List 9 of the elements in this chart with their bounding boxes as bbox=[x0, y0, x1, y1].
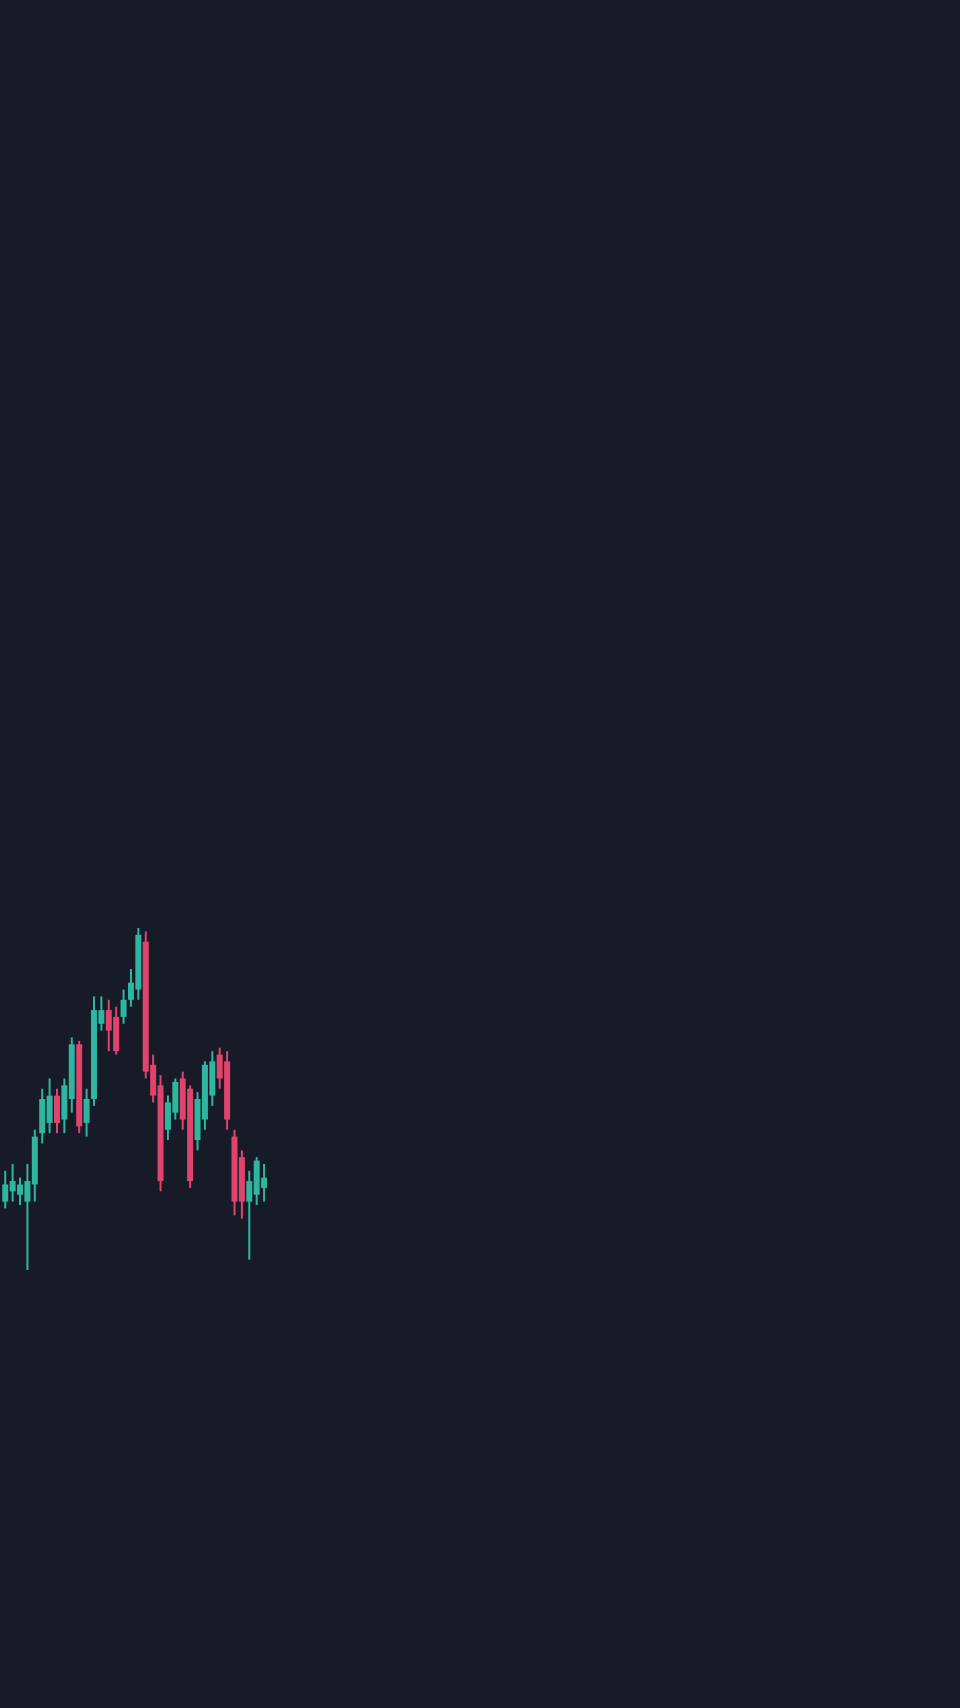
candlestick bbox=[9, 1162, 16, 1203]
candlestick bbox=[2, 1169, 9, 1210]
candlestick bbox=[105, 998, 112, 1053]
candlestick bbox=[46, 1077, 53, 1135]
candlestick bbox=[246, 1169, 253, 1261]
candlestick bbox=[113, 1005, 120, 1056]
candlestick bbox=[253, 1156, 260, 1207]
candlestick bbox=[261, 1162, 268, 1203]
candlestick bbox=[53, 1087, 60, 1135]
